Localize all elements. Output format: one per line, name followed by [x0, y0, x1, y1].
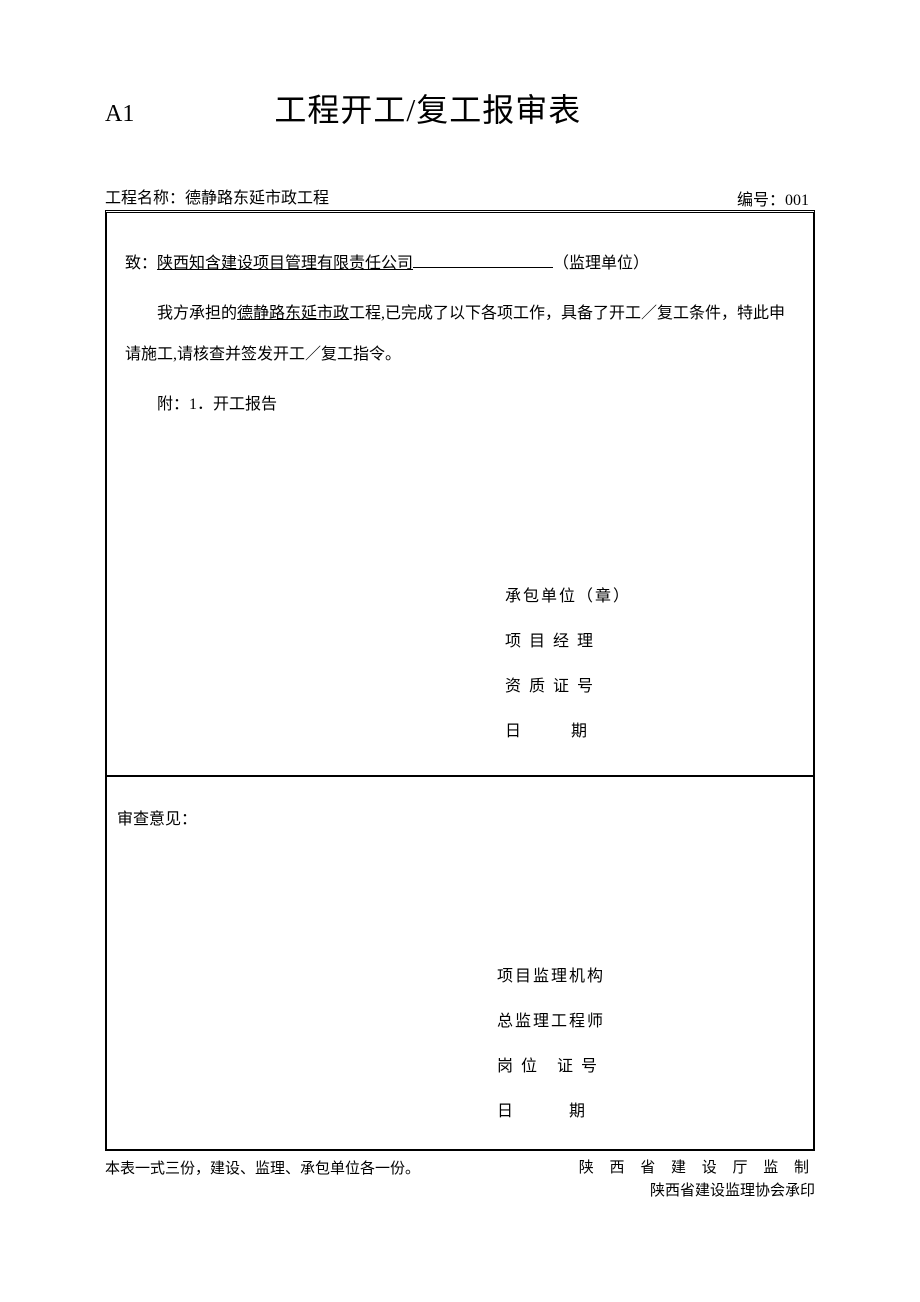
project-name-block: 工程名称：德静路东延市政工程 — [105, 188, 405, 210]
underlined-project: 德静路东延市政 — [237, 305, 349, 322]
form-code: A1 — [105, 101, 134, 128]
sig-date-bottom: 日 期 — [497, 1090, 795, 1135]
project-label: 工程名称： — [105, 190, 185, 207]
review-label: 审查意见： — [117, 799, 795, 841]
blank-underline — [413, 267, 553, 268]
page-title: 工程开工/复工报审表 — [274, 85, 581, 131]
sig-post-cert-no: 岗 位 证 号 — [497, 1045, 795, 1090]
sig-chief-engineer: 总监理工程师 — [497, 1000, 795, 1045]
doc-number-block: 编号：001 — [737, 186, 815, 210]
sig-date-qi: 期 — [571, 723, 589, 740]
review-section: 审查意见： 项目监理机构 总监理工程师 岗 位 证 号 日 期 — [107, 777, 813, 1150]
header-row: A1 工程开工/复工报审表 — [105, 85, 815, 131]
sig-date-ri: 日 — [505, 723, 523, 740]
attachment-line: 附：1．开工报告 — [125, 384, 795, 426]
sig-date-qi-b: 期 — [569, 1103, 587, 1120]
sig-project-manager: 项 目 经 理 — [505, 620, 795, 665]
sig-contractor-unit: 承包单位（章） — [505, 575, 795, 620]
contractor-signature-block: 承包单位（章） 项 目 经 理 资 质 证 号 日 期 — [505, 575, 795, 754]
doc-number-label: 编号： — [737, 192, 785, 209]
to-line: 致：陕西知含建设项目管理有限责任公司 （监理单位） — [125, 243, 795, 285]
body-text: 我方承担的德静路东延市政工程,已完成了以下各项工作，具备了开工／复工条件，特此申… — [125, 293, 795, 376]
supervisor-suffix: （监理单位） — [553, 255, 649, 272]
meta-row: 工程名称：德静路东延市政工程 编号：001 — [105, 186, 815, 210]
footer-right: 陕 西 省 建 设 厅 监 制 陕西省建设监理协会承印 — [579, 1157, 815, 1202]
body-prefix: 我方承担的 — [157, 305, 237, 322]
document-page: A1 工程开工/复工报审表 工程名称：德静路东延市政工程 编号：001 致：陕西… — [0, 0, 920, 1262]
footer-row: 本表一式三份，建设、监理、承包单位各一份。 陕 西 省 建 设 厅 监 制 陕西… — [105, 1157, 815, 1202]
sig-date-top: 日 期 — [505, 710, 795, 755]
to-label: 致： — [125, 255, 157, 272]
footer-right-line1: 陕 西 省 建 设 厅 监 制 — [579, 1157, 815, 1180]
supervisor-signature-block: 项目监理机构 总监理工程师 岗 位 证 号 日 期 — [497, 955, 795, 1134]
sig-supervisor-org: 项目监理机构 — [497, 955, 795, 1000]
form-box: 致：陕西知含建设项目管理有限责任公司 （监理单位） 我方承担的德静路东延市政工程,… — [105, 210, 815, 1151]
doc-number: 001 — [785, 192, 809, 209]
supervisor-company: 陕西知含建设项目管理有限责任公司 — [157, 255, 413, 272]
sig-qualification-no: 资 质 证 号 — [505, 665, 795, 710]
application-section: 致：陕西知含建设项目管理有限责任公司 （监理单位） 我方承担的德静路东延市政工程,… — [107, 213, 813, 777]
footer-right-line2: 陕西省建设监理协会承印 — [579, 1180, 815, 1203]
project-name: 德静路东延市政工程 — [185, 190, 329, 207]
footer-left: 本表一式三份，建设、监理、承包单位各一份。 — [105, 1157, 420, 1202]
sig-date-ri-b: 日 — [497, 1103, 515, 1120]
